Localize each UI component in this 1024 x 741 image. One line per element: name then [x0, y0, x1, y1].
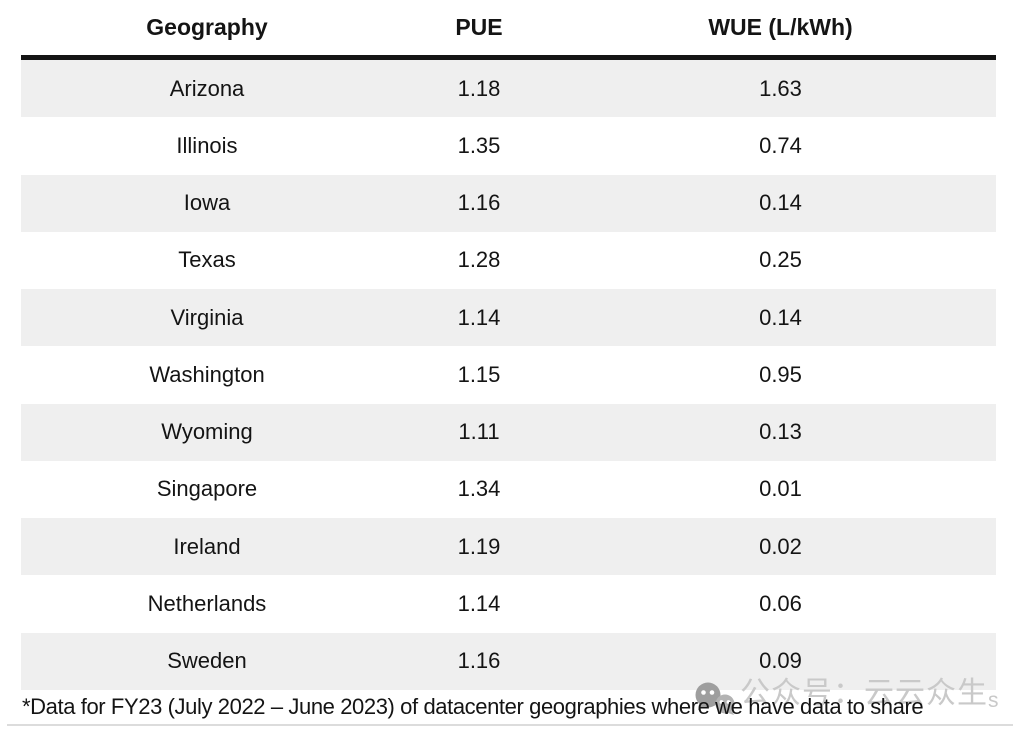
- cell-wue: 0.13: [759, 419, 802, 445]
- table-row: Singapore 1.34 0.01: [21, 461, 996, 518]
- cell-pue: 1.11: [458, 419, 500, 445]
- watermark-suffix: s: [988, 689, 999, 712]
- cell-wue: 0.02: [759, 533, 802, 559]
- column-header-pue: PUE: [455, 14, 503, 40]
- cell-pue: 1.19: [457, 533, 501, 559]
- table-body: Arizona 1.18 1.63 Illinois 1.35 0.74 Iowa 1.16 0…: [21, 60, 996, 690]
- cell-geography: Illinois: [176, 132, 238, 158]
- cell-pue: 1.15: [457, 361, 501, 387]
- cell-geography: Ireland: [173, 533, 241, 559]
- pue-wue-table: Geography PUE WUE (L/kWh) Arizona 1.18 1.6…: [21, 0, 996, 690]
- cell-wue: 0.14: [759, 190, 802, 216]
- table-row: Virginia 1.14 0.14: [21, 289, 996, 347]
- cell-geography: Wyoming: [161, 419, 253, 445]
- table-header-row: Geography PUE WUE (L/kWh): [21, 0, 996, 60]
- table-row: Texas 1.28 0.25: [21, 232, 996, 289]
- cell-geography: Iowa: [183, 190, 231, 216]
- cell-wue: 0.01: [759, 476, 802, 502]
- cell-pue: 1.34: [457, 476, 501, 502]
- table-row: Ireland 1.19 0.02: [21, 518, 996, 576]
- table-row: Washington 1.15 0.95: [21, 346, 996, 403]
- cell-wue: 0.95: [759, 361, 802, 387]
- cell-wue: 0.14: [759, 304, 802, 330]
- cell-wue: 0.74: [759, 132, 802, 158]
- table-row: Iowa 1.16 0.14: [21, 174, 996, 232]
- cell-pue: 1.14: [457, 591, 501, 617]
- cell-geography: Arizona: [169, 75, 245, 101]
- cell-pue: 1.28: [457, 247, 501, 273]
- column-header-wue: WUE (L/kWh): [708, 14, 853, 40]
- table-row: Sweden 1.16 0.09: [21, 632, 996, 690]
- cell-wue: 0.25: [759, 247, 802, 273]
- bottom-divider: [7, 724, 1013, 726]
- cell-pue: 1.35: [457, 132, 501, 158]
- table-row: Arizona 1.18 1.63: [21, 60, 996, 118]
- cell-geography: Netherlands: [147, 591, 267, 617]
- cell-wue: 0.09: [759, 648, 802, 674]
- cell-geography: Sweden: [167, 648, 247, 674]
- column-header-geography: Geography: [146, 14, 268, 40]
- table-row: Illinois 1.35 0.74: [21, 117, 996, 174]
- cell-geography: Texas: [178, 247, 236, 273]
- cell-pue: 1.16: [457, 190, 501, 216]
- cell-pue: 1.14: [457, 304, 501, 330]
- cell-wue: 1.63: [759, 75, 802, 101]
- cell-geography: Washington: [149, 361, 265, 387]
- cell-pue: 1.18: [457, 75, 501, 101]
- cell-pue: 1.16: [457, 648, 501, 674]
- table-row: Wyoming 1.11 0.13: [21, 403, 996, 461]
- table-row: Netherlands 1.14 0.06: [21, 575, 996, 632]
- cell-geography: Singapore: [156, 476, 258, 502]
- cell-wue: 0.06: [759, 591, 802, 617]
- footnote: *Data for FY23 (July 2022 – June 2023) o…: [22, 694, 924, 719]
- cell-geography: Virginia: [170, 304, 244, 330]
